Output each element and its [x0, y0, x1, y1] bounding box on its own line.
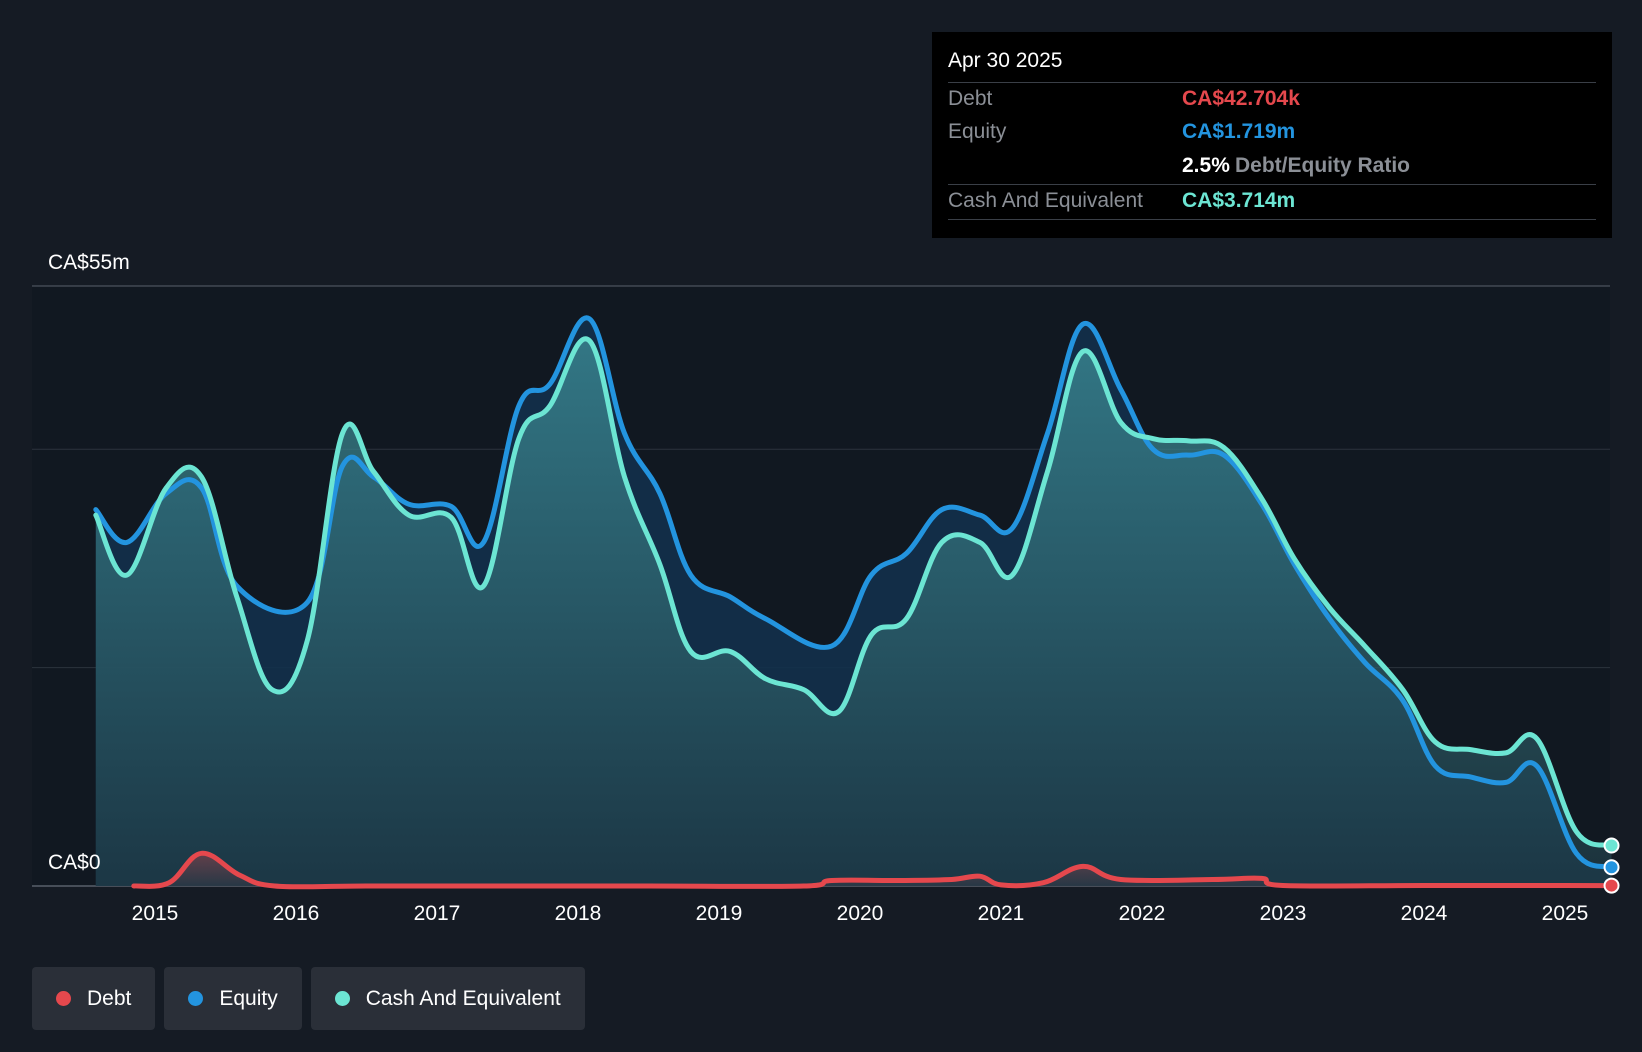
x-tick-label: 2019: [696, 902, 743, 925]
cash-area: [95, 338, 1612, 886]
tooltip-date: Apr 30 2025: [948, 49, 1063, 72]
tooltip-debt-value: CA$42.704k: [1182, 87, 1300, 110]
x-tick-label: 2025: [1542, 902, 1589, 925]
legend-label-debt: Debt: [87, 986, 132, 1010]
x-tick-label: 2023: [1260, 902, 1307, 925]
tooltip-equity-row: Equity CA$1.719m: [948, 116, 1596, 150]
legend-label-cash: Cash And Equivalent: [365, 986, 561, 1010]
tooltip-ratio-label: Debt/Equity Ratio: [1235, 154, 1411, 177]
y-axis-min-label: CA$0: [48, 851, 101, 874]
legend-item-equity[interactable]: Equity: [164, 967, 302, 1030]
tooltip-cash-row: Cash And Equivalent CA$3.714m: [948, 184, 1596, 220]
x-tick-label: 2015: [132, 902, 179, 925]
x-tick-label: 2020: [837, 902, 884, 925]
tooltip-ratio-row: 2.5% Debt/Equity Ratio: [948, 150, 1596, 184]
equity-line: [93, 315, 1614, 870]
tooltip-debt-row: Debt CA$42.704k: [948, 82, 1596, 117]
debt-line: [131, 850, 1614, 890]
cash-line: [93, 336, 1614, 848]
x-tick-label: 2018: [555, 902, 602, 925]
x-tick-label: 2021: [978, 902, 1025, 925]
tooltip-panel: Apr 30 2025 Debt CA$42.704k Equity CA$1.…: [932, 32, 1612, 238]
legend-item-debt[interactable]: Debt: [32, 967, 156, 1030]
legend-dot-equity: [188, 991, 204, 1006]
tooltip-ratio-value: 2.5%: [1182, 154, 1230, 177]
tooltip-cash-label: Cash And Equivalent: [948, 189, 1143, 212]
equity-endpoint-marker: [1603, 859, 1620, 876]
x-tick-label: 2022: [1119, 902, 1166, 925]
x-tick-label: 2017: [414, 902, 461, 925]
legend-item-cash[interactable]: Cash And Equivalent: [310, 967, 585, 1030]
legend-dot-debt: [56, 991, 71, 1006]
tooltip-equity-label: Equity: [948, 120, 1007, 143]
x-tick-label: 2016: [273, 902, 320, 925]
legend-label-equity: Equity: [219, 986, 278, 1010]
debt-endpoint-marker: [1603, 877, 1620, 894]
tooltip-debt-label: Debt: [948, 87, 993, 110]
tooltip-equity-value: CA$1.719m: [1182, 120, 1296, 143]
chart-legend: Debt Equity Cash And Equivalent: [32, 967, 585, 1030]
y-axis-max-label: CA$55m: [48, 251, 130, 274]
x-tick-label: 2024: [1401, 902, 1448, 925]
tooltip-cash-value: CA$3.714m: [1182, 189, 1296, 212]
cash-endpoint-marker: [1603, 837, 1620, 854]
legend-dot-cash: [334, 991, 350, 1006]
